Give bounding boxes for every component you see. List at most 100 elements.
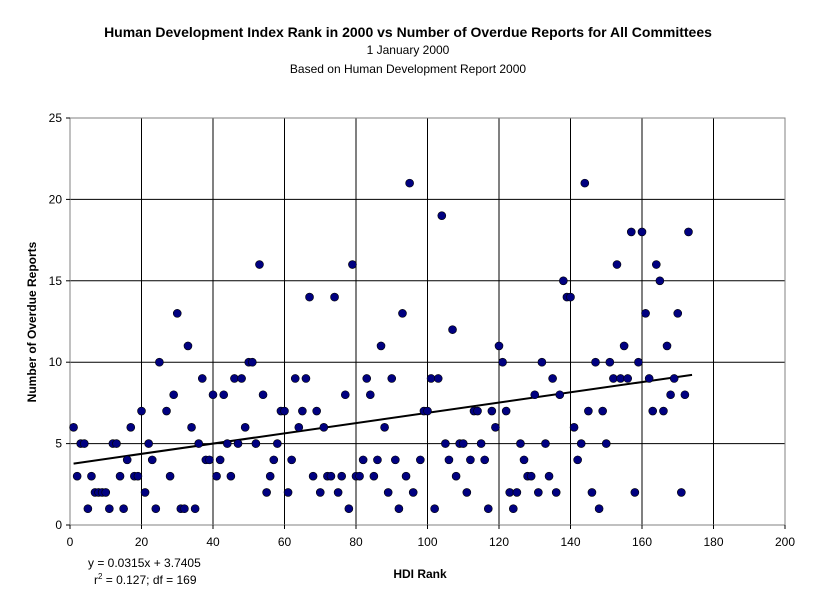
data-point	[537, 357, 547, 367]
y-axis-ticks: 0 5 10 15 20 25	[49, 111, 70, 532]
data-point	[333, 488, 343, 497]
data-point	[340, 390, 350, 400]
data-point	[383, 488, 393, 497]
data-point	[548, 374, 557, 383]
data-point	[337, 471, 347, 481]
data-point	[301, 374, 311, 383]
data-point	[197, 374, 207, 383]
data-point	[401, 471, 411, 481]
data-point	[519, 455, 529, 465]
data-point	[237, 374, 246, 383]
data-point	[612, 260, 622, 269]
data-point	[444, 455, 454, 465]
data-point	[416, 455, 425, 465]
data-point	[144, 439, 153, 448]
data-point	[530, 390, 540, 400]
data-point	[365, 390, 375, 400]
x-tick-label: 40	[206, 535, 220, 549]
x-tick-label: 0	[67, 535, 74, 549]
data-point	[405, 178, 414, 188]
data-point	[219, 390, 229, 400]
r2-values: = 0.127; df = 169	[102, 573, 197, 587]
data-point	[147, 455, 157, 465]
data-point	[659, 406, 668, 416]
data-point	[437, 211, 447, 220]
data-point	[534, 488, 543, 497]
data-point	[673, 309, 683, 318]
data-point	[101, 488, 111, 497]
data-point	[287, 455, 296, 465]
data-point	[133, 471, 143, 481]
data-point	[119, 504, 128, 514]
data-point	[140, 488, 150, 497]
data-point	[362, 374, 372, 383]
data-point	[508, 504, 518, 514]
data-point	[666, 390, 675, 400]
data-point	[212, 471, 221, 481]
data-point	[559, 276, 568, 286]
data-point	[476, 439, 486, 448]
data-point	[448, 325, 457, 334]
data-point	[87, 471, 96, 481]
data-point	[298, 406, 307, 416]
x-tick-label: 140	[560, 535, 580, 549]
data-point	[394, 504, 404, 514]
data-point	[408, 488, 418, 497]
data-point	[591, 357, 600, 367]
data-point	[555, 390, 565, 400]
chart-title: Human Development Index Rank in 2000 vs …	[104, 24, 712, 40]
data-point	[312, 406, 321, 416]
data-point	[373, 455, 382, 465]
data-point	[480, 455, 490, 465]
data-point	[619, 341, 629, 351]
data-point	[637, 227, 647, 237]
data-point	[190, 504, 200, 514]
data-point	[251, 439, 261, 448]
data-point	[573, 455, 582, 465]
x-tick-label: 100	[417, 535, 437, 549]
data-point	[584, 406, 593, 416]
data-point	[226, 471, 236, 481]
x-axis-label: HDI Rank	[393, 567, 447, 581]
data-point	[269, 455, 279, 465]
data-point	[215, 455, 225, 465]
data-point	[262, 488, 271, 497]
data-point	[391, 455, 400, 465]
y-tick-label: 10	[49, 355, 63, 369]
data-point	[387, 374, 397, 383]
data-point	[541, 439, 550, 448]
data-point	[677, 488, 686, 497]
data-point	[112, 439, 121, 448]
x-tick-label: 160	[632, 535, 652, 549]
data-point	[505, 488, 515, 497]
data-point	[208, 390, 218, 400]
data-point	[569, 423, 579, 432]
x-tick-label: 180	[703, 535, 723, 549]
x-tick-label: 200	[775, 535, 795, 549]
data-point	[494, 341, 504, 351]
data-point	[305, 292, 314, 302]
data-point	[684, 227, 693, 237]
data-point	[566, 292, 575, 302]
data-point	[290, 374, 300, 383]
data-points	[69, 178, 693, 514]
data-point	[473, 406, 482, 416]
data-point	[248, 357, 257, 367]
data-point	[483, 504, 493, 514]
data-point	[348, 260, 357, 269]
data-point	[183, 341, 193, 351]
data-point	[526, 471, 536, 481]
data-point	[172, 309, 182, 318]
data-point	[623, 374, 633, 383]
data-point	[551, 488, 561, 497]
data-point	[255, 260, 264, 269]
y-tick-label: 15	[49, 274, 63, 288]
data-point	[616, 374, 625, 383]
data-point	[151, 504, 161, 514]
y-tick-label: 5	[55, 437, 62, 451]
data-point	[498, 357, 507, 367]
data-point	[223, 439, 232, 448]
data-point	[587, 488, 597, 497]
data-point	[115, 471, 125, 481]
data-point	[80, 439, 89, 448]
